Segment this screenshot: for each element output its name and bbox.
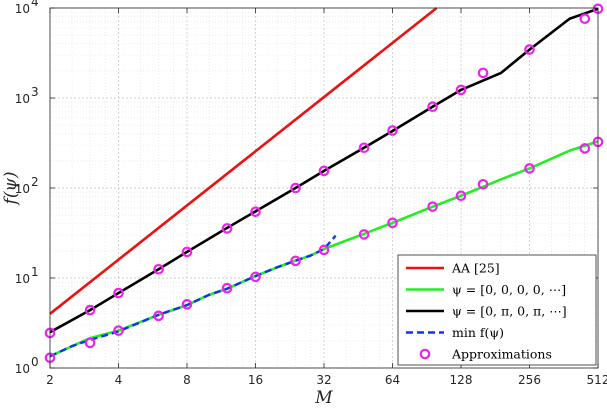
approximation-marker xyxy=(579,143,591,154)
x-tick-label: 16 xyxy=(248,373,263,387)
y-tick-exponent: 0 xyxy=(31,355,39,369)
legend: AA [25] ψ = [0, 0, 0, 0, ⋯] ψ = [0, π, 0, … xyxy=(397,254,597,366)
approximation-marker xyxy=(477,178,489,190)
y-tick-exponent: 2 xyxy=(31,175,39,189)
approximation-marker xyxy=(427,101,438,113)
approximation-marker xyxy=(250,206,261,218)
x-tick-label: 2 xyxy=(46,373,54,387)
approximation-marker xyxy=(387,217,398,229)
approximation-marker xyxy=(250,271,261,283)
x-tick-label: 32 xyxy=(316,373,331,387)
approximation-marker xyxy=(113,325,124,336)
y-tick-label: 10 xyxy=(15,92,30,106)
approximation-marker xyxy=(84,337,96,349)
series-layer xyxy=(44,3,604,364)
approximation-marker xyxy=(579,13,591,25)
x-tick-label: 64 xyxy=(385,373,400,387)
series-line-1 xyxy=(49,6,438,315)
approximation-marker xyxy=(290,255,301,267)
approximation-marker xyxy=(358,229,370,240)
approximation-marker xyxy=(387,125,398,136)
x-tick-label: 8 xyxy=(183,373,191,387)
legend-entry-label: ψ = [0, 0, 0, 0, ⋯] xyxy=(452,282,566,297)
y-tick-label: 10 xyxy=(15,2,30,16)
approximation-marker xyxy=(455,84,467,96)
legend-entry-label: AA [25] xyxy=(451,261,500,276)
y-tick-label: 10 xyxy=(15,362,30,376)
y-tick-exponent: 1 xyxy=(31,265,39,279)
approximation-marker xyxy=(221,282,233,294)
legend-entry-label: min f(ψ) xyxy=(452,325,504,340)
approximation-marker xyxy=(221,223,233,234)
approximation-marker xyxy=(84,304,96,316)
x-tick-label: 256 xyxy=(518,373,541,387)
x-tick-label: 128 xyxy=(450,373,473,387)
approximation-marker xyxy=(153,263,164,275)
approximation-marker xyxy=(181,299,193,310)
approximation-marker xyxy=(113,287,124,299)
y-tick-label: 10 xyxy=(15,272,30,286)
approximation-marker xyxy=(524,44,535,55)
approximation-marker xyxy=(427,201,438,212)
approximation-marker xyxy=(455,190,467,202)
approximation-marker xyxy=(358,142,370,154)
approximation-marker xyxy=(318,244,330,256)
y-axis-label: f(ψ) xyxy=(1,172,21,207)
x-tick-label: 512 xyxy=(587,373,607,387)
y-tick-exponent: 4 xyxy=(31,0,39,9)
y-tick-exponent: 3 xyxy=(31,85,39,99)
x-tick-label: 4 xyxy=(115,373,123,387)
x-axis-label: M xyxy=(314,388,333,408)
legend-entry-label: ψ = [0, π, 0, π, ⋯] xyxy=(452,304,567,319)
legend-swatch xyxy=(419,348,431,360)
approximation-marker xyxy=(318,165,330,177)
series-line-3 xyxy=(49,7,599,334)
approximation-marker xyxy=(153,310,164,322)
approximation-marker xyxy=(524,163,535,174)
legend-entry-label: Approximations xyxy=(451,347,552,362)
y-tick-label: 10 xyxy=(15,182,30,196)
approximation-marker xyxy=(290,182,301,194)
approximation-marker xyxy=(181,246,193,258)
approximation-marker xyxy=(477,67,489,79)
